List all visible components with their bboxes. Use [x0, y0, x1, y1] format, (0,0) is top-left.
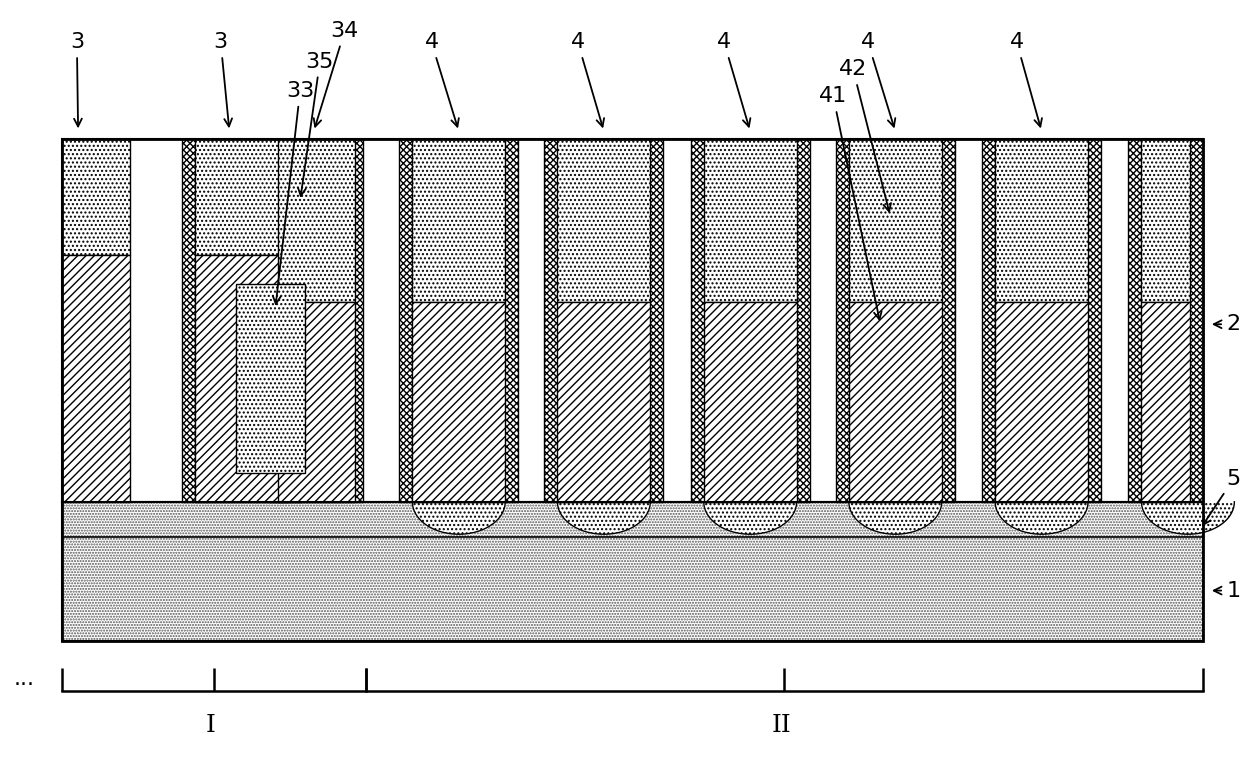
Text: I: I [206, 714, 216, 737]
Bar [996, 302, 1087, 502]
Bar [996, 139, 1087, 302]
Text: 4: 4 [424, 32, 459, 127]
Polygon shape [558, 502, 650, 534]
Text: 5: 5 [1203, 469, 1240, 525]
Bar [399, 139, 518, 502]
Bar [1142, 139, 1189, 302]
Bar [849, 139, 941, 302]
Bar [236, 284, 305, 472]
Bar [196, 139, 288, 255]
Text: 4: 4 [861, 32, 895, 127]
Bar [413, 139, 505, 302]
Text: 42: 42 [839, 59, 892, 212]
Text: 34: 34 [314, 21, 358, 127]
Bar [704, 139, 796, 302]
Bar [836, 139, 955, 502]
Text: ...: ... [14, 669, 35, 689]
Bar [849, 302, 941, 502]
Bar [278, 139, 355, 302]
Polygon shape [1142, 502, 1234, 534]
Bar [196, 255, 288, 502]
Bar [62, 502, 1203, 641]
Bar [691, 139, 810, 502]
Text: 4: 4 [570, 32, 604, 127]
Text: 3: 3 [213, 32, 232, 127]
Bar [62, 139, 1203, 641]
Bar [278, 302, 355, 502]
Bar [1128, 139, 1203, 502]
Bar [62, 139, 130, 255]
Text: II: II [771, 714, 791, 737]
Polygon shape [413, 502, 505, 534]
Bar [62, 502, 1203, 641]
Text: 35: 35 [298, 52, 334, 196]
Bar [1142, 302, 1189, 502]
Bar [413, 302, 505, 502]
Bar [544, 139, 663, 502]
Bar [62, 255, 130, 502]
Polygon shape [849, 502, 941, 534]
Text: 3: 3 [69, 32, 84, 127]
Bar [182, 139, 301, 502]
Polygon shape [704, 502, 796, 534]
Text: 33: 33 [273, 81, 314, 304]
Text: 1: 1 [1214, 581, 1240, 601]
Text: 41: 41 [820, 86, 882, 320]
Bar [269, 139, 363, 502]
Text: 4: 4 [717, 32, 750, 127]
Bar [982, 139, 1101, 502]
Bar [558, 302, 650, 502]
Polygon shape [996, 502, 1087, 534]
Bar [704, 302, 796, 502]
Text: 2: 2 [1214, 314, 1240, 334]
Text: 4: 4 [1009, 32, 1042, 127]
Bar [558, 139, 650, 302]
Bar [62, 139, 1203, 502]
